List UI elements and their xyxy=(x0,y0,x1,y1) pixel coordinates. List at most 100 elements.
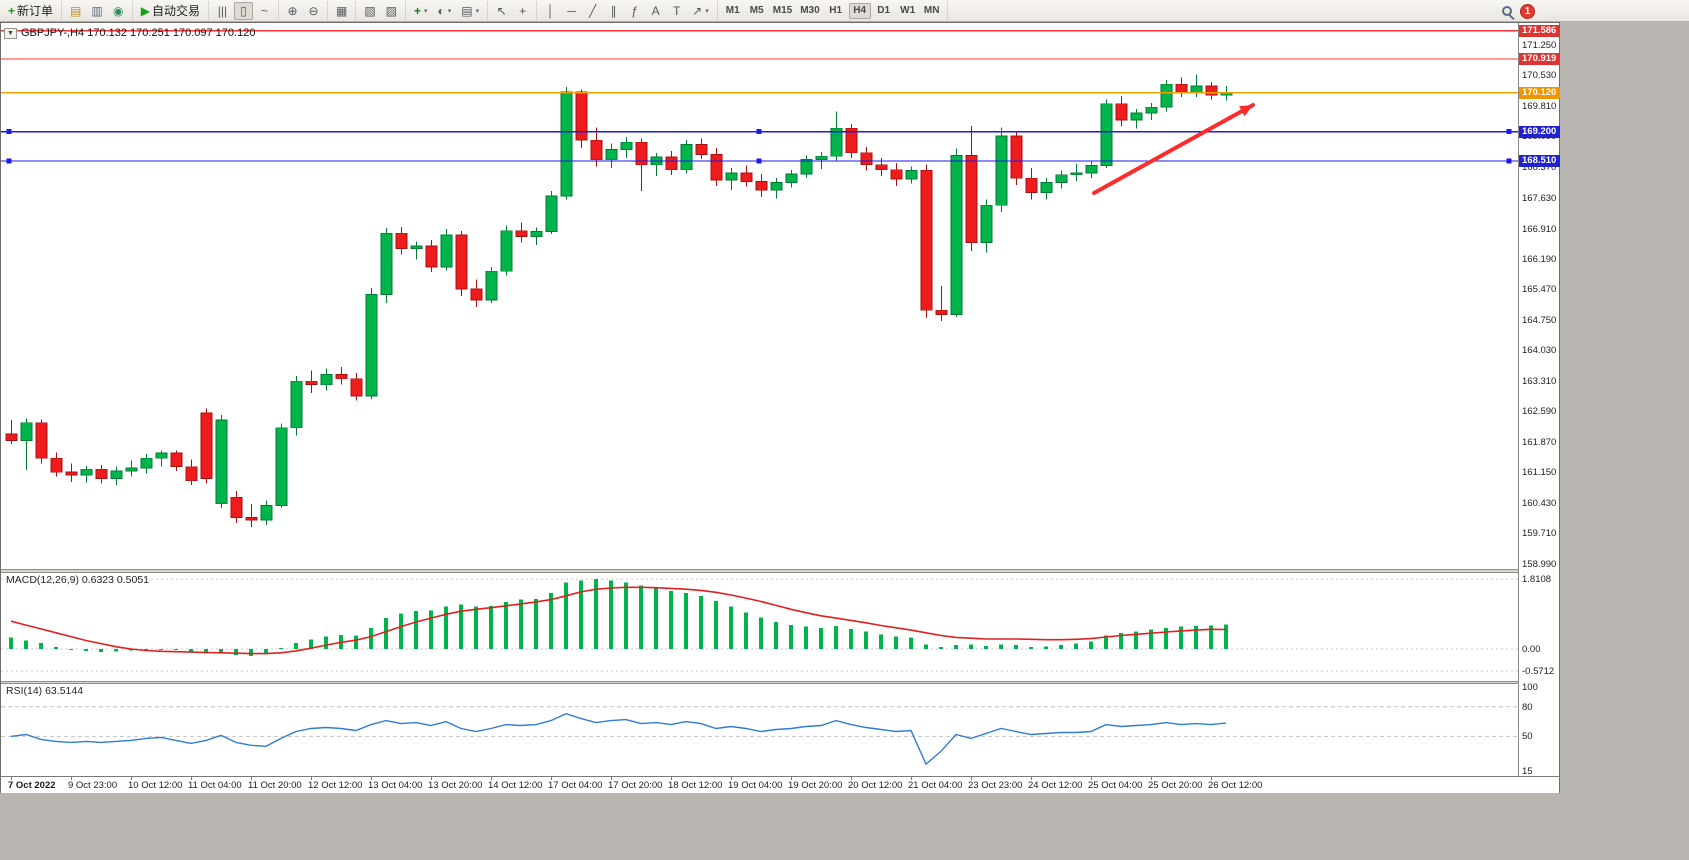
time-axis-label: 24 Oct 12:00 xyxy=(1028,780,1083,791)
timeframe-w1-button[interactable]: W1 xyxy=(900,5,916,16)
timeframe-mn-button[interactable]: MN xyxy=(923,5,940,16)
vertical-line-button[interactable]: │ xyxy=(541,2,560,20)
time-axis-label: 12 Oct 12:00 xyxy=(308,780,363,791)
market-depth-button[interactable]: ▤ xyxy=(66,2,85,20)
time-axis-label: 25 Oct 20:00 xyxy=(1148,780,1203,791)
horizontal-lines-layer[interactable] xyxy=(1,30,1518,164)
time-axis-tick xyxy=(911,777,912,780)
crosshair-button[interactable]: + xyxy=(513,2,532,20)
time-axis-label: 26 Oct 12:00 xyxy=(1208,780,1263,791)
text-label-button[interactable]: T xyxy=(667,2,686,20)
cursor-button[interactable]: ↖ xyxy=(492,2,511,20)
tile-windows-button[interactable]: ▦ xyxy=(332,2,351,20)
timeframe-m30-button[interactable]: M30 xyxy=(800,5,820,16)
price-badge: 168.510 xyxy=(1519,154,1560,167)
price-axis-label: 171.250 xyxy=(1522,39,1557,51)
timeframe-h4-button[interactable]: H4 xyxy=(848,2,871,19)
timeframe-m5-button[interactable]: M5 xyxy=(749,5,764,16)
periods-button[interactable]: ◐ ▾ xyxy=(434,2,456,20)
rsi-panel[interactable] xyxy=(1,684,1518,776)
timeframe-d1-button[interactable]: D1 xyxy=(877,5,891,16)
main-price-chart[interactable] xyxy=(1,23,1518,569)
refresh-button[interactable]: ◉ xyxy=(109,2,128,20)
templates-button[interactable]: ▤ ▾ xyxy=(457,2,483,20)
new-order-icon: + xyxy=(8,3,16,18)
time-axis-label: 17 Oct 20:00 xyxy=(608,780,663,791)
vertical-line-icon: │ xyxy=(546,3,555,18)
time-axis-tick xyxy=(671,777,672,780)
fibonacci-button[interactable]: ƒ xyxy=(625,2,644,20)
dropdown-caret-icon: ▾ xyxy=(475,7,480,15)
time-axis-label: 19 Oct 04:00 xyxy=(728,780,783,791)
text-label-icon: T xyxy=(672,3,681,18)
time-axis-label: 17 Oct 04:00 xyxy=(548,780,603,791)
zoom-out-button[interactable]: ⊖ xyxy=(304,2,323,20)
chart-shift-button[interactable]: ▨ xyxy=(382,2,401,20)
indicators-button[interactable]: + ▾ xyxy=(410,2,432,20)
rsi-splitter[interactable] xyxy=(1,681,1559,684)
toolbar-group: ↖ + xyxy=(488,0,538,21)
zoom-in-button[interactable]: ⊕ xyxy=(283,2,302,20)
market-depth-icon: ▤ xyxy=(70,3,82,18)
periods-icon: ◐ xyxy=(437,3,445,18)
chart-title-text: GBPJPY-,H4 170.132 170.251 170.097 170.1… xyxy=(21,27,256,39)
search-icon[interactable] xyxy=(1502,6,1512,16)
time-axis-tick xyxy=(731,777,732,780)
time-axis-label: 11 Oct 04:00 xyxy=(188,780,242,791)
chart-shift-icon: ▨ xyxy=(385,3,397,18)
print-button[interactable]: ▥ xyxy=(87,2,106,20)
arrows-button[interactable]: ↗ ▾ xyxy=(688,2,713,20)
price-axis-label: 161.870 xyxy=(1522,436,1557,448)
timeframe-group: M1 M5 M15 M30 H1 H4 D1 W1 MN xyxy=(718,0,948,21)
time-axis-tick xyxy=(611,777,612,780)
time-axis-label: 11 Oct 20:00 xyxy=(248,780,302,791)
hline-handle xyxy=(756,158,762,164)
auto-trading-button[interactable]: ▶ 自动交易 xyxy=(137,2,204,20)
time-axis[interactable]: 7 Oct 2022 9 Oct 23:00 10 Oct 12:00 11 Oct … xyxy=(1,776,1559,793)
macd-histogram xyxy=(9,579,1228,656)
price-axis-label: 158.990 xyxy=(1522,558,1557,570)
toolbar: + 新订单 ▤ ▥ ◉ ▶ 自动交易 ||| ▯ ~ ⊕ ⊖ ▦ ▧ ▨ + ▾ ◐ ▾ ▤ ▾ ↖ + │ ─ ╱ ∥ ƒ A T ↗ ▾ M… xyxy=(0,0,1689,22)
price-axis-label: 166.190 xyxy=(1522,253,1557,265)
chart-window: ▼ GBPJPY-,H4 170.132 170.251 170.097 170… xyxy=(0,22,1560,793)
macd-label: MACD(12,26,9) 0.6323 0.5051 xyxy=(6,574,150,586)
time-axis-tick xyxy=(131,777,132,780)
hline-handle xyxy=(1506,129,1512,135)
templates-icon: ▤ xyxy=(461,3,473,18)
dropdown-caret-icon: ▾ xyxy=(705,7,709,15)
line-chart-button[interactable]: ~ xyxy=(255,2,274,20)
price-axis-label: 164.750 xyxy=(1522,314,1557,326)
trendline-button[interactable]: ╱ xyxy=(583,2,602,20)
channel-button[interactable]: ∥ xyxy=(604,2,623,20)
text-button[interactable]: A xyxy=(646,2,665,20)
dropdown-caret-icon: ▾ xyxy=(447,7,452,15)
horizontal-line-button[interactable]: ─ xyxy=(562,2,581,20)
chart-dropdown-icon[interactable]: ▼ xyxy=(4,27,17,39)
auto-scroll-icon: ▧ xyxy=(364,3,376,18)
new-order-button[interactable]: + 新订单 xyxy=(4,2,57,20)
refresh-icon: ◉ xyxy=(112,3,124,18)
price-axis-label: 164.030 xyxy=(1522,345,1557,357)
price-axis[interactable]: 171.250170.530169.810169.090168.370167.6… xyxy=(1518,23,1560,777)
bar-chart-button[interactable]: ||| xyxy=(213,2,232,20)
dropdown-caret-icon: ▾ xyxy=(424,7,428,15)
time-axis-label: 13 Oct 04:00 xyxy=(368,780,423,791)
time-axis-tick xyxy=(851,777,852,780)
crosshair-icon: + xyxy=(519,3,527,18)
trend-arrow[interactable] xyxy=(1092,103,1255,195)
notification-badge[interactable]: 1 xyxy=(1520,3,1535,19)
timeframe-h1-button[interactable]: H1 xyxy=(829,5,843,16)
time-axis-tick xyxy=(971,777,972,780)
indicators-icon: + xyxy=(414,3,422,18)
timeframe-m15-button[interactable]: M15 xyxy=(772,5,793,16)
price-badge: 169.200 xyxy=(1519,125,1560,138)
auto-scroll-button[interactable]: ▧ xyxy=(360,2,379,20)
macd-panel[interactable] xyxy=(1,573,1518,681)
timeframe-m1-button[interactable]: M1 xyxy=(725,5,740,16)
toolbar-groups: + 新订单 ▤ ▥ ◉ ▶ 自动交易 ||| ▯ ~ ⊕ ⊖ ▦ ▧ ▨ + ▾ ◐ ▾ ▤ ▾ ↖ + │ ─ ╱ ∥ ƒ A T ↗ ▾ M… xyxy=(0,0,948,21)
macd-splitter[interactable] xyxy=(1,569,1559,573)
time-axis-label: 25 Oct 04:00 xyxy=(1088,780,1143,791)
candlestick-chart-button[interactable]: ▯ xyxy=(233,1,253,20)
arrows-icon: ↗ xyxy=(692,3,703,18)
time-axis-label: 19 Oct 20:00 xyxy=(788,780,843,791)
